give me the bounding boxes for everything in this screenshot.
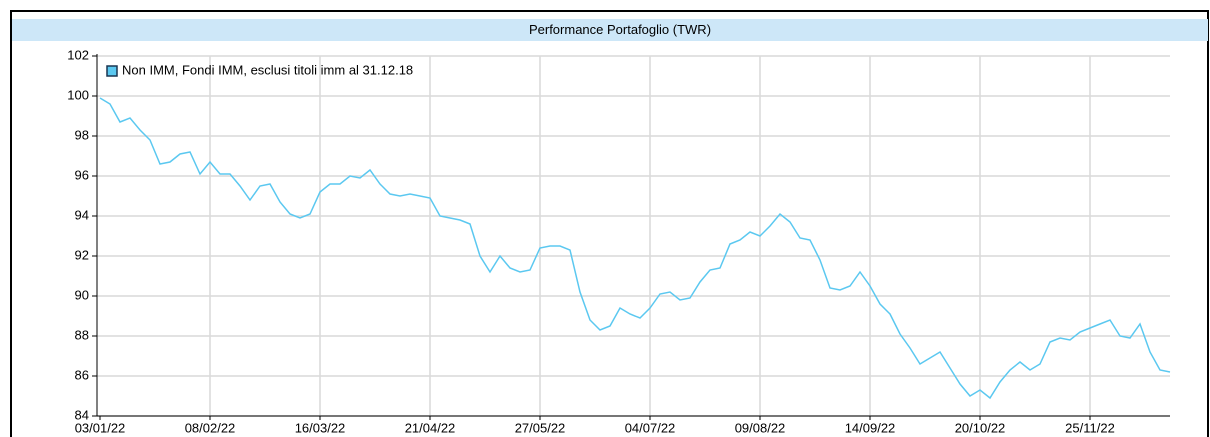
- y-tick-label: 96: [75, 167, 89, 182]
- y-tick-label: 102: [67, 47, 89, 62]
- legend-label: Non IMM, Fondi IMM, esclusi titoli imm a…: [122, 62, 413, 77]
- series-line: [99, 97, 1171, 400]
- y-tick-label: 86: [75, 367, 89, 382]
- x-tick-label: 27/05/22: [515, 420, 566, 435]
- x-tick-label: 16/03/22: [295, 420, 346, 435]
- x-tick-label: 21/04/22: [405, 420, 456, 435]
- y-tick-label: 84: [75, 407, 89, 422]
- x-tick-label: 20/10/22: [955, 420, 1006, 435]
- y-tick-label: 90: [75, 287, 89, 302]
- x-tick-label: 08/02/22: [185, 420, 236, 435]
- y-tick-label: 92: [75, 247, 89, 262]
- x-tick-label: 03/01/22: [75, 420, 126, 435]
- x-tick-label: 25/11/22: [1065, 420, 1115, 435]
- y-tick-label: 94: [75, 207, 89, 222]
- x-tick-label: 14/09/22: [845, 420, 896, 435]
- y-tick-label: 88: [75, 327, 89, 342]
- y-tick-label: 100: [67, 87, 89, 102]
- x-tick-label: 04/07/22: [625, 420, 676, 435]
- chart-title: Performance Portafoglio (TWR): [529, 22, 711, 37]
- x-tick-label: 09/08/22: [735, 420, 786, 435]
- y-tick-label: 98: [75, 127, 89, 142]
- legend-swatch: [106, 65, 118, 77]
- title-bar: [12, 19, 1208, 41]
